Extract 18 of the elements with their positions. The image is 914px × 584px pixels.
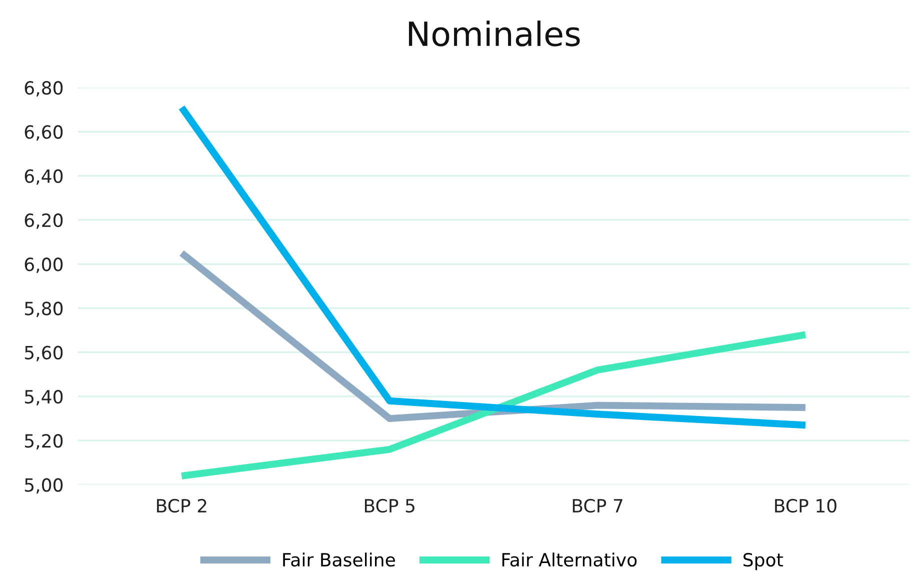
- y-tick-label: 5,40: [24, 390, 63, 406]
- legend-label: Fair Baseline: [283, 552, 395, 567]
- chart-title: Nominales: [408, 20, 580, 46]
- y-tick-label: 5,00: [24, 478, 63, 494]
- legend-label: Spot: [744, 552, 783, 570]
- y-tick-label: 5,20: [24, 434, 63, 450]
- x-tick-label: BCP 7: [572, 498, 622, 513]
- y-tick-label: 6,60: [24, 125, 63, 141]
- y-tick-label: 5,80: [24, 302, 63, 318]
- x-tick-label: BCP 2: [157, 498, 206, 513]
- y-tick-label: 6,20: [24, 213, 63, 229]
- y-tick-label: 6,40: [24, 169, 63, 185]
- x-tick-label: BCP 5: [364, 498, 414, 513]
- legend-label: Fair Alternativo: [502, 552, 637, 567]
- y-tick-label: 5,60: [24, 346, 63, 362]
- x-tick-label: BCP 10: [775, 498, 836, 513]
- y-tick-label: 6,00: [24, 258, 63, 274]
- y-tick-label: 6,80: [24, 81, 63, 97]
